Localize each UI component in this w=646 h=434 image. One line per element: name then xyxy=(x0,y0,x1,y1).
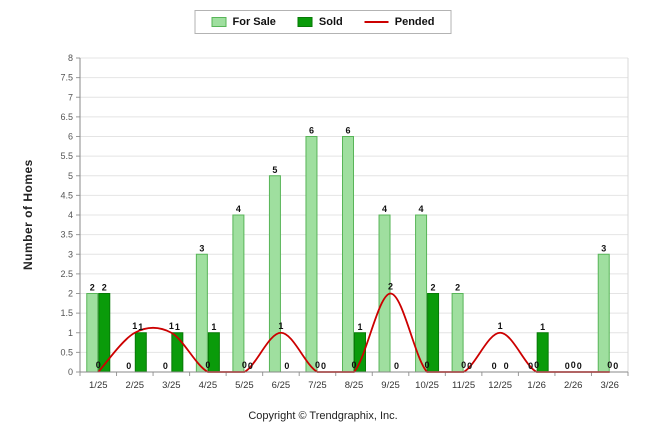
y-tick-label: 1.5 xyxy=(60,308,73,318)
y-tick-label: 8 xyxy=(68,53,73,63)
x-tick-label: 1/25 xyxy=(89,380,108,391)
label-sold: 0 xyxy=(248,361,253,371)
label-pended: 2 xyxy=(388,282,393,292)
x-tick-label: 2/26 xyxy=(564,380,583,391)
label-sold: 0 xyxy=(284,361,289,371)
legend-item-pended: Pended xyxy=(364,16,435,28)
label-pended: 1 xyxy=(169,321,174,331)
y-tick-label: 7.5 xyxy=(60,73,73,83)
x-tick-label: 9/25 xyxy=(381,380,400,391)
y-tick-label: 1 xyxy=(68,328,73,338)
bar-for-sale xyxy=(195,253,208,373)
chart-legend: For Sale Sold Pended xyxy=(194,10,452,34)
label-for-sale: 0 xyxy=(163,361,168,371)
label-for-sale: 0 xyxy=(492,361,497,371)
label-pended: 0 xyxy=(242,360,247,370)
label-pended: 0 xyxy=(96,360,101,370)
label-pended: 0 xyxy=(607,360,612,370)
y-tick-label: 6 xyxy=(68,132,73,142)
label-sold: 2 xyxy=(431,283,436,293)
x-tick-label: 10/25 xyxy=(415,380,439,391)
label-for-sale: 3 xyxy=(601,243,606,253)
label-for-sale: 4 xyxy=(419,204,424,214)
y-tick-label: 0.5 xyxy=(60,347,73,357)
for-sale-swatch-icon xyxy=(211,17,227,27)
bar-for-sale xyxy=(232,214,245,373)
x-tick-label: 8/25 xyxy=(345,380,364,391)
bar-for-sale xyxy=(342,136,354,373)
y-tick-label: 3.5 xyxy=(60,230,73,240)
label-sold: 0 xyxy=(467,361,472,371)
x-tick-label: 12/25 xyxy=(488,380,512,391)
x-tick-label: 3/25 xyxy=(162,380,181,391)
label-sold: 1 xyxy=(540,322,545,332)
x-tick-label: 1/26 xyxy=(527,380,546,391)
label-pended: 1 xyxy=(132,321,137,331)
sold-swatch-icon xyxy=(297,17,313,27)
y-tick-label: 2 xyxy=(68,289,73,299)
bar-sold xyxy=(134,332,147,373)
label-sold: 0 xyxy=(613,361,618,371)
y-tick-label: 2.5 xyxy=(60,269,73,279)
label-for-sale: 2 xyxy=(455,283,460,293)
y-tick-label: 4.5 xyxy=(60,190,73,200)
x-tick-label: 3/26 xyxy=(600,380,619,391)
y-tick-label: 7 xyxy=(68,92,73,102)
label-pended: 1 xyxy=(278,321,283,331)
legend-label-for-sale: For Sale xyxy=(232,16,276,28)
label-sold: 1 xyxy=(138,322,143,332)
label-for-sale: 5 xyxy=(272,165,277,175)
pended-line xyxy=(97,292,610,373)
label-pended: 0 xyxy=(315,360,320,370)
y-tick-label: 5.5 xyxy=(60,151,73,161)
label-pended: 0 xyxy=(425,360,430,370)
bar-for-sale xyxy=(305,136,318,373)
label-pended: 0 xyxy=(351,360,356,370)
legend-label-sold: Sold xyxy=(318,16,343,28)
x-tick-label: 4/25 xyxy=(199,380,218,391)
y-tick-label: 6.5 xyxy=(60,112,73,122)
label-pended: 1 xyxy=(498,321,503,331)
x-tick-label: 7/25 xyxy=(308,380,327,391)
label-sold: 0 xyxy=(321,361,326,371)
label-pended: 0 xyxy=(534,360,539,370)
legend-label-pended: Pended xyxy=(394,16,435,28)
label-for-sale: 0 xyxy=(565,361,570,371)
label-for-sale: 6 xyxy=(345,126,350,136)
bar-for-sale xyxy=(268,175,281,373)
y-tick-label: 0 xyxy=(68,367,73,377)
label-for-sale: 4 xyxy=(382,204,387,214)
legend-item-for-sale: For Sale xyxy=(211,16,276,28)
label-for-sale: 3 xyxy=(199,243,204,253)
pended-line-icon xyxy=(364,21,389,23)
label-pended: 0 xyxy=(461,360,466,370)
label-pended: 0 xyxy=(571,360,576,370)
label-for-sale: 0 xyxy=(126,361,131,371)
copyright-text: Copyright © Trendgraphix, Inc. xyxy=(248,410,398,422)
label-pended: 0 xyxy=(205,360,210,370)
y-tick-label: 5 xyxy=(68,171,73,181)
y-tick-label: 4 xyxy=(68,210,73,220)
label-for-sale: 4 xyxy=(236,204,241,214)
x-tick-label: 6/25 xyxy=(272,380,291,391)
label-sold: 2 xyxy=(102,283,107,293)
x-tick-label: 2/25 xyxy=(126,380,145,391)
x-tick-label: 5/25 xyxy=(235,380,254,391)
bar-for-sale xyxy=(597,253,610,373)
label-sold: 1 xyxy=(357,322,362,332)
label-sold: 1 xyxy=(175,322,180,332)
label-sold: 0 xyxy=(504,361,509,371)
legend-item-sold: Sold xyxy=(297,16,343,28)
label-for-sale: 6 xyxy=(309,126,314,136)
y-tick-label: 3 xyxy=(68,249,73,259)
label-sold: 0 xyxy=(394,361,399,371)
label-for-sale: 2 xyxy=(90,283,95,293)
bar-for-sale xyxy=(415,214,428,373)
x-tick-label: 11/25 xyxy=(452,380,475,391)
label-for-sale: 0 xyxy=(528,361,533,371)
label-sold: 1 xyxy=(211,322,216,332)
label-sold: 0 xyxy=(577,361,582,371)
